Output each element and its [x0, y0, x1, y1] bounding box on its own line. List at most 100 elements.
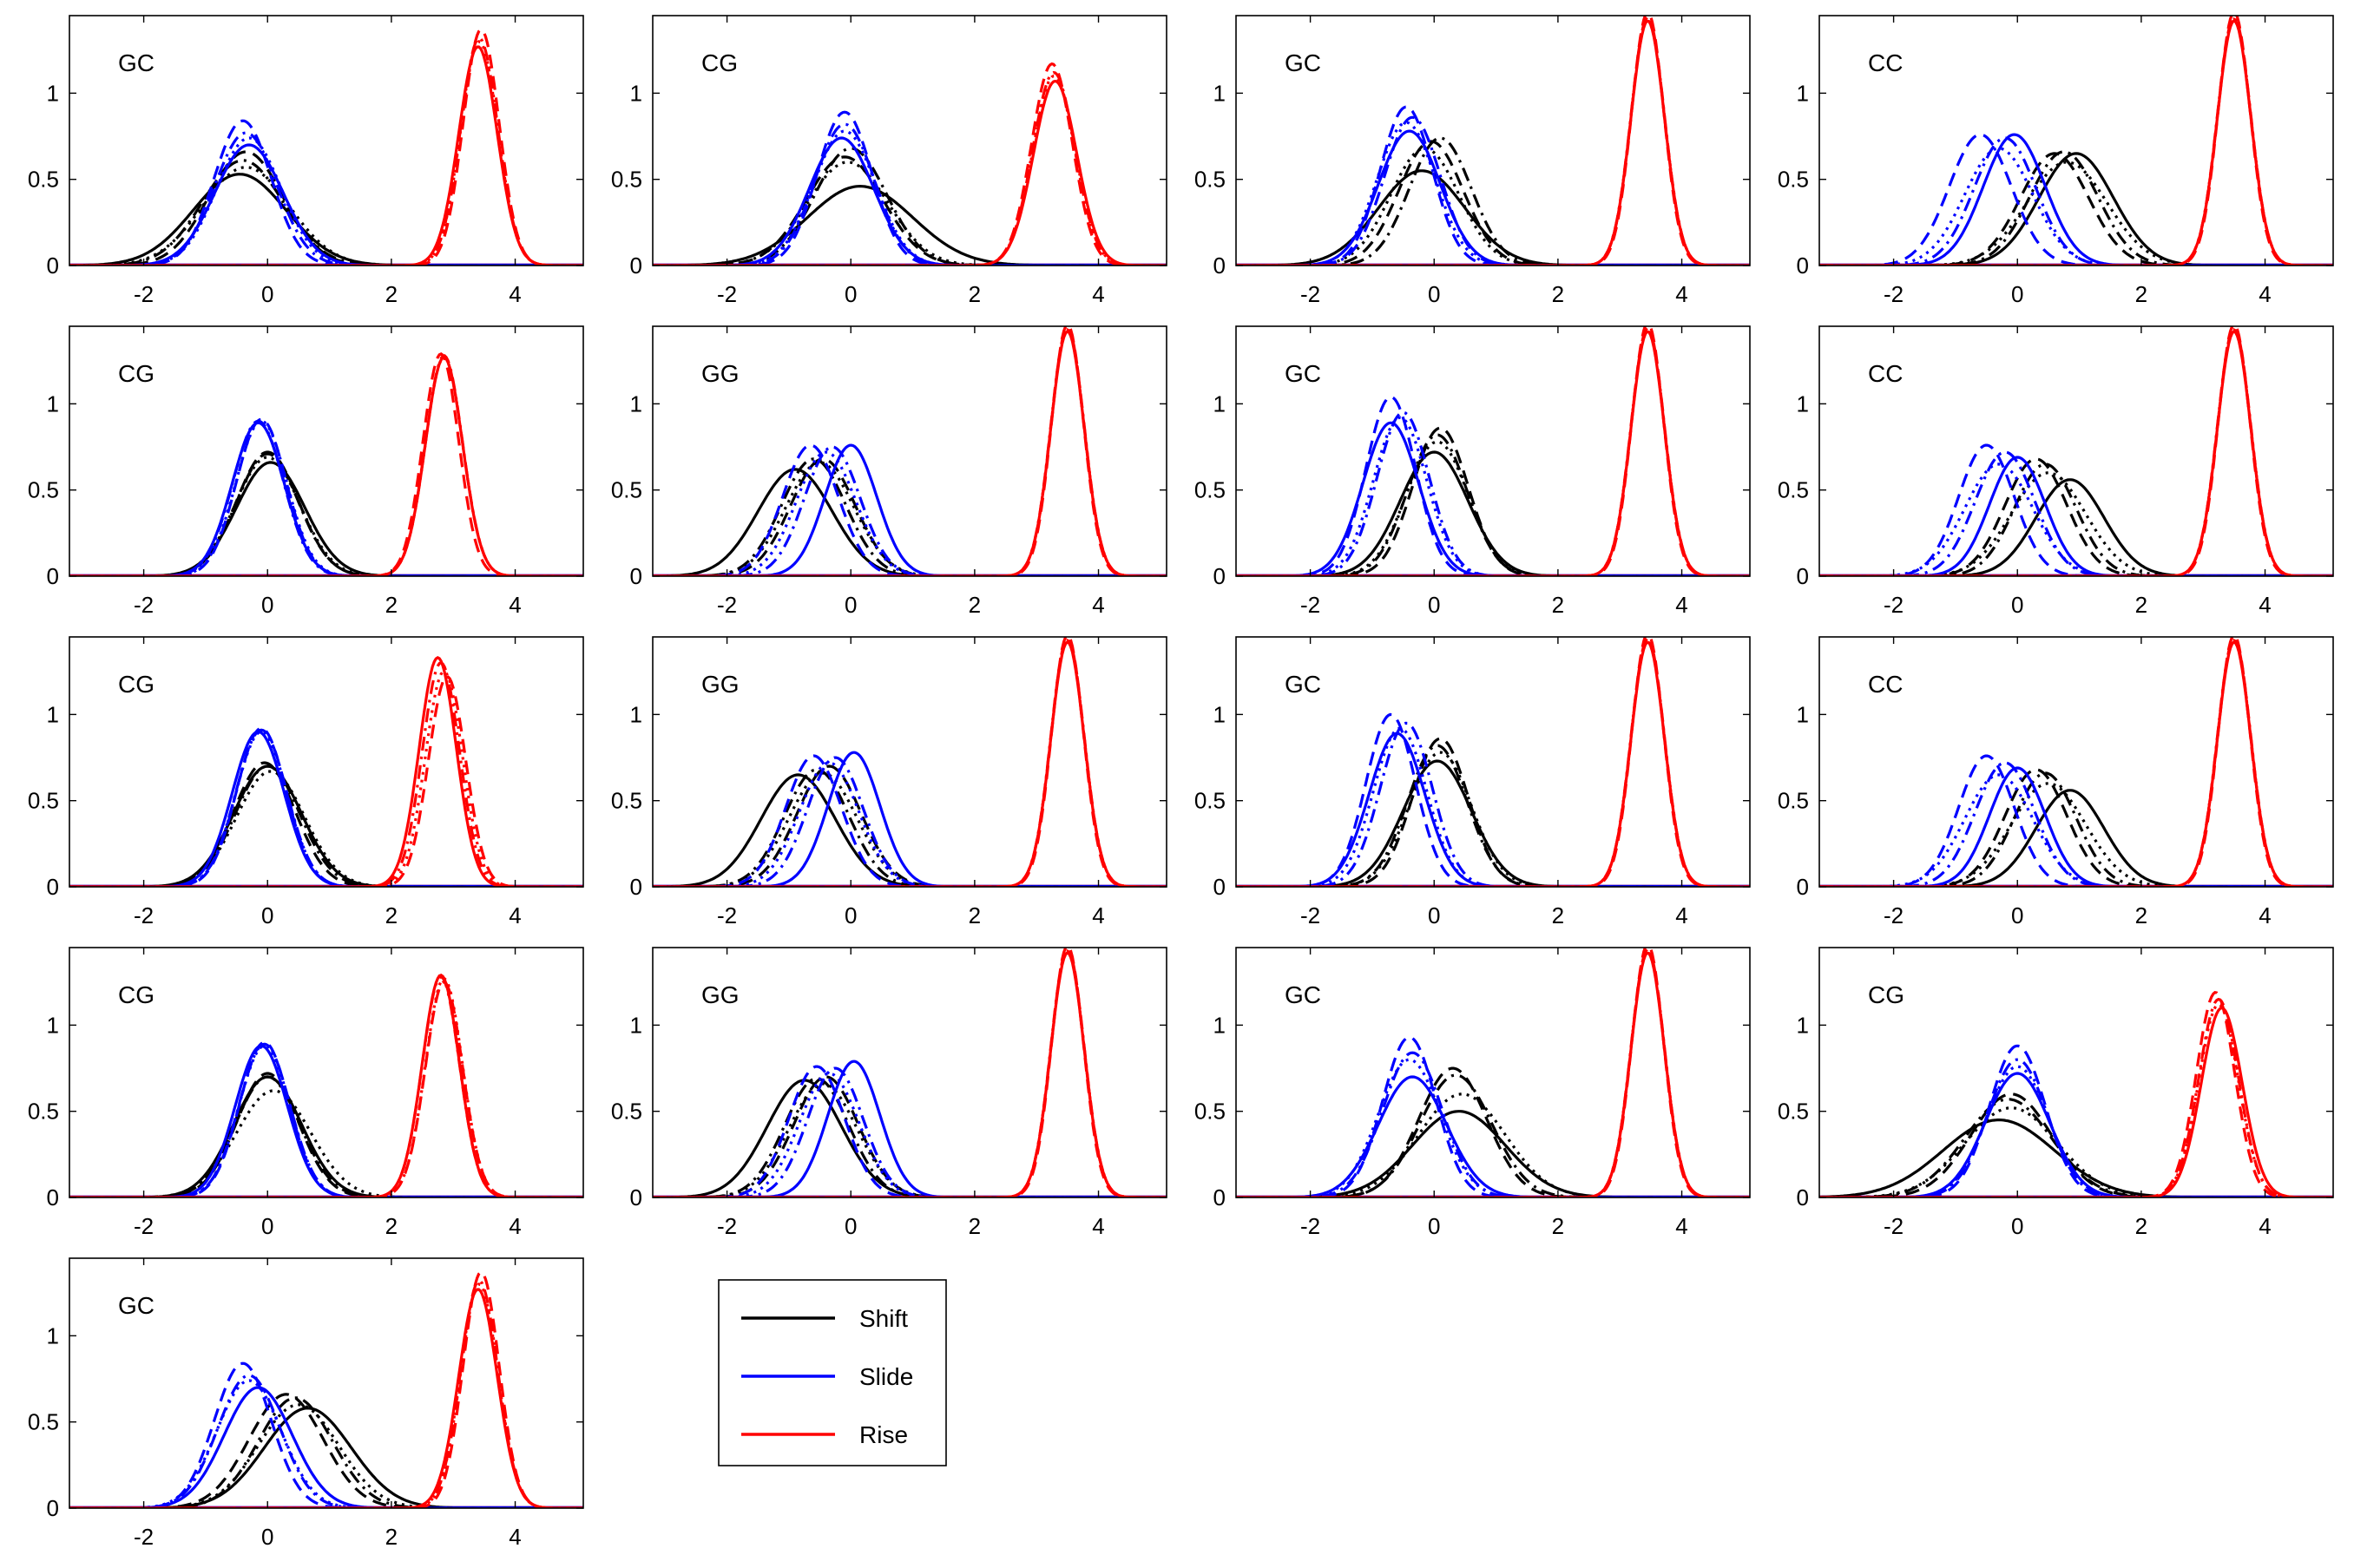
y-tick-label: 0	[47, 563, 59, 589]
rise-curve-dashdot	[69, 975, 583, 1197]
panel-label: GC	[118, 49, 155, 76]
y-tick-label: 0	[1797, 563, 1809, 589]
panel-5: -2 0 2 4 0 0.5 1 CG	[28, 325, 584, 618]
shift-curve-dotted	[69, 1089, 583, 1197]
x-tick-label: 2	[1552, 902, 1564, 928]
y-tick-label: 1	[47, 701, 59, 727]
shift-curve-dotted	[69, 770, 583, 887]
y-tick-label: 1	[1797, 701, 1809, 727]
axes-box	[652, 947, 1167, 1198]
rise-curve-dotted	[653, 639, 1167, 887]
x-tick-label: 0	[2011, 1213, 2023, 1239]
shift-curve-solid	[1236, 450, 1750, 576]
x-tick-label: 0	[845, 1213, 857, 1239]
rise-curve-dotted	[1819, 639, 2333, 887]
slide-curve-solid	[1236, 1075, 1750, 1197]
shift-curve-dashed	[1819, 768, 2333, 887]
x-tick-label: 4	[509, 1213, 521, 1239]
y-tick-label: 0.5	[1194, 477, 1226, 503]
slide-curve-dashed	[69, 119, 583, 266]
axes-box	[1235, 15, 1751, 266]
shift-curve-solid	[653, 184, 1167, 266]
y-tick-label: 0.5	[1778, 788, 1809, 814]
shift-curve-solid	[69, 764, 583, 887]
slide-curve-solid	[653, 751, 1167, 887]
shift-curve-solid	[69, 1075, 583, 1197]
y-tick-label: 0	[1213, 1184, 1226, 1210]
panel-label: CG	[118, 981, 155, 1008]
slide-curve-dashdot	[1236, 1051, 1750, 1197]
y-tick-label: 0	[1797, 1184, 1809, 1210]
y-tick-label: 1	[630, 1012, 642, 1038]
y-tick-label: 1	[47, 1322, 59, 1348]
y-tick-label: 0	[630, 563, 642, 589]
shift-curve-solid	[69, 461, 583, 576]
shift-curve-dashdot	[69, 1075, 583, 1197]
x-tick-label: -2	[1884, 902, 1904, 928]
shift-curve-solid	[1819, 1119, 2333, 1197]
y-tick-label: 0.5	[611, 788, 642, 814]
slide-curve-solid	[653, 443, 1167, 576]
panel-label: CC	[1868, 671, 1903, 698]
x-tick-label: 4	[2259, 281, 2271, 307]
panel-label: GC	[118, 1292, 155, 1319]
x-tick-label: 2	[2135, 592, 2147, 618]
panel-2: -2 0 2 4 0 0.5 1 CG	[611, 15, 1167, 307]
slide-curve-solid	[1819, 1072, 2333, 1197]
shift-curve-dashed	[1819, 457, 2333, 576]
y-tick-label: 0	[630, 1184, 642, 1210]
rise-curve-dashdot	[1819, 16, 2333, 266]
panel-10: -2 0 2 4 0 0.5 1 GG	[611, 636, 1167, 928]
rise-curve-dashdot	[69, 354, 583, 576]
rise-curve-dashdot	[1819, 637, 2333, 887]
x-tick-label: -2	[717, 902, 737, 928]
panel-7: -2 0 2 4 0 0.5 1 GC	[1194, 325, 1751, 618]
rise-curve-dashed	[653, 62, 1167, 266]
x-tick-label: -2	[1884, 281, 1904, 307]
rise-curve-solid	[69, 45, 583, 266]
rise-curve-dotted	[69, 670, 583, 887]
rise-curve-dashed	[69, 351, 583, 576]
axes-box	[1235, 947, 1751, 1198]
x-tick-label: 0	[2011, 281, 2023, 307]
slide-curve-dotted	[1819, 463, 2333, 576]
y-tick-label: 1	[630, 701, 642, 727]
x-tick-label: 4	[1675, 902, 1687, 928]
x-tick-label: 2	[969, 902, 981, 928]
panel-17: -2 0 2 4 0 0.5 1 GC	[28, 1257, 584, 1550]
shift-curve-dashed	[69, 761, 583, 887]
shift-curve-dotted	[69, 456, 583, 576]
x-tick-label: -2	[134, 592, 154, 618]
x-tick-label: 4	[1675, 592, 1687, 618]
y-tick-label: 1	[1213, 80, 1226, 106]
x-tick-label: 4	[509, 1524, 521, 1550]
x-tick-label: 2	[385, 1524, 398, 1550]
y-tick-label: 0.5	[28, 1099, 59, 1125]
legend: Shift Slide Rise	[718, 1279, 947, 1466]
slide-curve-dashed	[1819, 1044, 2333, 1197]
y-tick-label: 0	[630, 253, 642, 279]
x-tick-label: 0	[1428, 592, 1440, 618]
rise-curve-dotted	[1236, 328, 1750, 576]
x-tick-label: 0	[1428, 902, 1440, 928]
y-tick-label: 1	[47, 80, 59, 106]
series-group	[1236, 948, 1750, 1197]
panel-12: -2 0 2 4 0 0.5 1 CC	[1778, 636, 2334, 928]
y-tick-label: 1	[47, 1012, 59, 1038]
panel-label: GG	[701, 360, 740, 387]
slide-curve-dotted	[653, 129, 1167, 266]
slide-curve-dotted	[1819, 147, 2333, 266]
y-tick-label: 0	[1797, 874, 1809, 900]
y-tick-label: 0	[1213, 874, 1226, 900]
axes-box	[1818, 15, 2334, 266]
shift-curve-dashdot	[69, 452, 583, 576]
shift-curve-dashdot	[1236, 136, 1750, 266]
x-tick-label: -2	[1884, 1213, 1904, 1239]
rise-curve-dashdot	[653, 948, 1167, 1197]
rise-curve-dashed	[69, 981, 583, 1197]
slide-curve-solid	[69, 143, 583, 266]
slide-curve-dotted	[1236, 121, 1750, 266]
panel-label: CC	[1868, 49, 1903, 76]
shift-curve-dashdot	[1236, 1073, 1750, 1197]
